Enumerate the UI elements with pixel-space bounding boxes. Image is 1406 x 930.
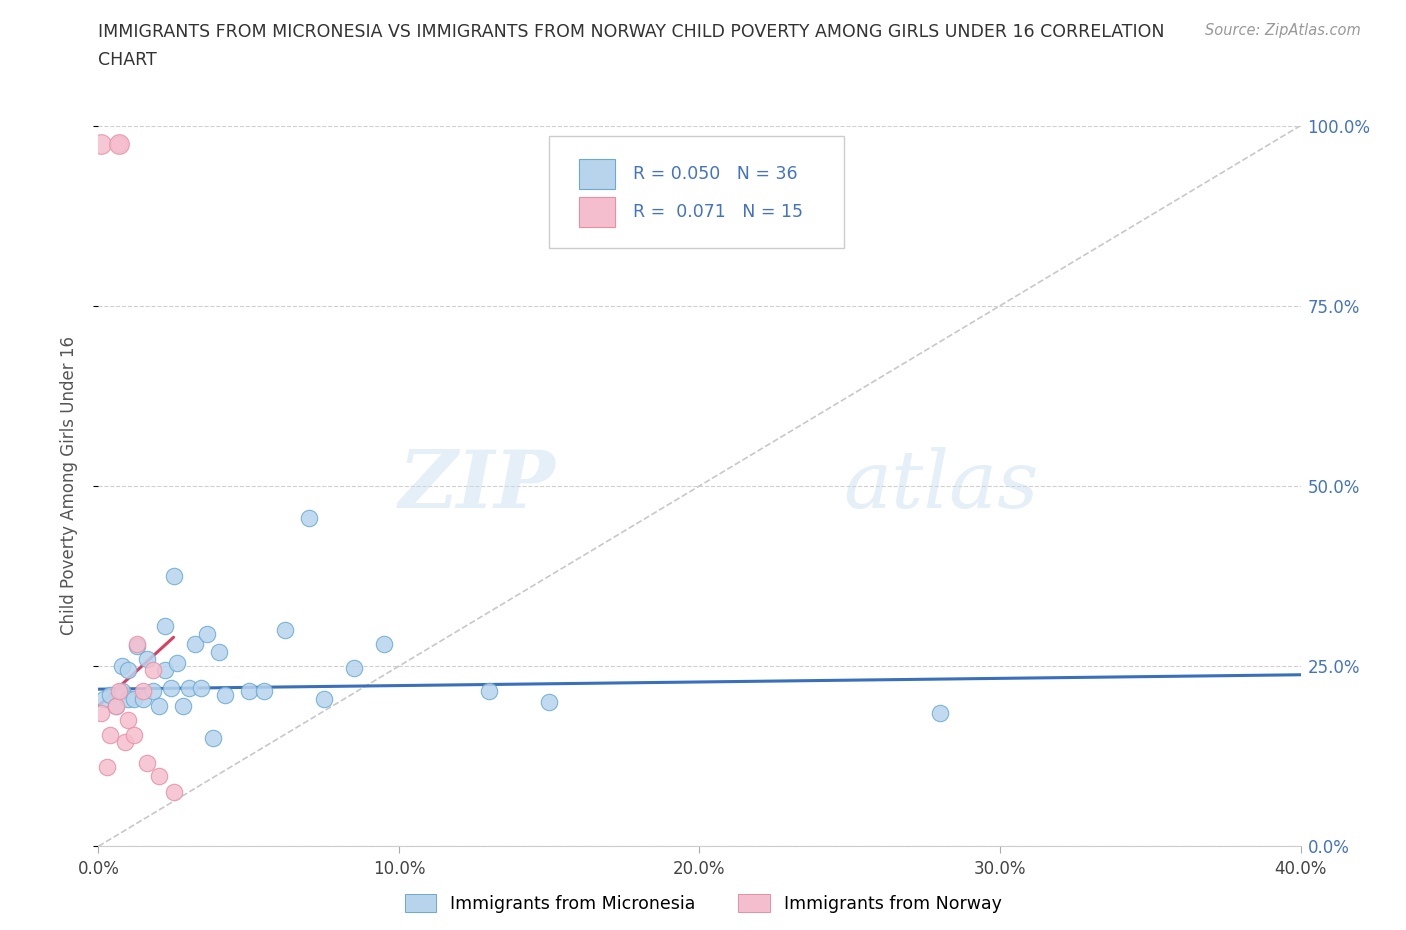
Point xyxy=(238,684,260,698)
Point xyxy=(111,658,134,673)
Point xyxy=(148,698,170,713)
Text: IMMIGRANTS FROM MICRONESIA VS IMMIGRANTS FROM NORWAY CHILD POVERTY AMONG GIRLS U: IMMIGRANTS FROM MICRONESIA VS IMMIGRANTS… xyxy=(98,23,1166,41)
Point xyxy=(208,644,231,659)
Point xyxy=(141,662,163,677)
Point xyxy=(111,684,134,698)
Point xyxy=(166,655,188,670)
Point xyxy=(117,691,139,706)
Point xyxy=(929,706,952,721)
Point xyxy=(373,637,395,652)
Point xyxy=(162,785,184,800)
Point xyxy=(90,706,112,721)
Point xyxy=(117,712,139,727)
Point xyxy=(162,568,184,583)
Point xyxy=(108,684,131,698)
Point xyxy=(253,684,276,698)
Point xyxy=(135,651,157,666)
Point xyxy=(93,691,115,706)
Point xyxy=(183,637,205,652)
Text: ZIP: ZIP xyxy=(398,447,555,525)
Point xyxy=(90,136,112,151)
Text: Source: ZipAtlas.com: Source: ZipAtlas.com xyxy=(1205,23,1361,38)
Y-axis label: Child Poverty Among Girls Under 16: Child Poverty Among Girls Under 16 xyxy=(59,337,77,635)
Point xyxy=(108,136,131,151)
FancyBboxPatch shape xyxy=(550,137,844,248)
Point xyxy=(274,623,297,638)
Point xyxy=(108,136,131,151)
Point xyxy=(159,681,181,696)
Point xyxy=(190,681,212,696)
Point xyxy=(343,660,366,675)
Text: atlas: atlas xyxy=(844,447,1039,525)
Point xyxy=(172,698,194,713)
FancyBboxPatch shape xyxy=(579,197,616,227)
Point xyxy=(177,681,200,696)
FancyBboxPatch shape xyxy=(579,159,616,189)
Point xyxy=(124,727,146,742)
Text: CHART: CHART xyxy=(98,51,157,69)
Point xyxy=(127,639,149,654)
Point xyxy=(538,695,561,710)
Point xyxy=(148,768,170,783)
Text: R =  0.071   N = 15: R = 0.071 N = 15 xyxy=(633,203,803,221)
Point xyxy=(117,662,139,677)
Point xyxy=(132,684,155,698)
Point xyxy=(135,756,157,771)
Point xyxy=(153,662,176,677)
Point xyxy=(132,691,155,706)
Point xyxy=(127,637,149,652)
Legend: Immigrants from Micronesia, Immigrants from Norway: Immigrants from Micronesia, Immigrants f… xyxy=(396,885,1010,922)
Point xyxy=(100,687,122,702)
Point xyxy=(298,511,321,525)
Point xyxy=(100,727,122,742)
Point xyxy=(105,698,128,713)
Point xyxy=(141,684,163,698)
Point xyxy=(153,619,176,634)
Point xyxy=(96,760,118,775)
Point xyxy=(478,684,501,698)
Point xyxy=(312,691,335,706)
Point xyxy=(214,687,236,702)
Point xyxy=(124,691,146,706)
Point xyxy=(195,626,218,641)
Text: R = 0.050   N = 36: R = 0.050 N = 36 xyxy=(633,165,799,183)
Point xyxy=(201,731,224,746)
Point xyxy=(114,735,136,750)
Point xyxy=(105,698,128,713)
